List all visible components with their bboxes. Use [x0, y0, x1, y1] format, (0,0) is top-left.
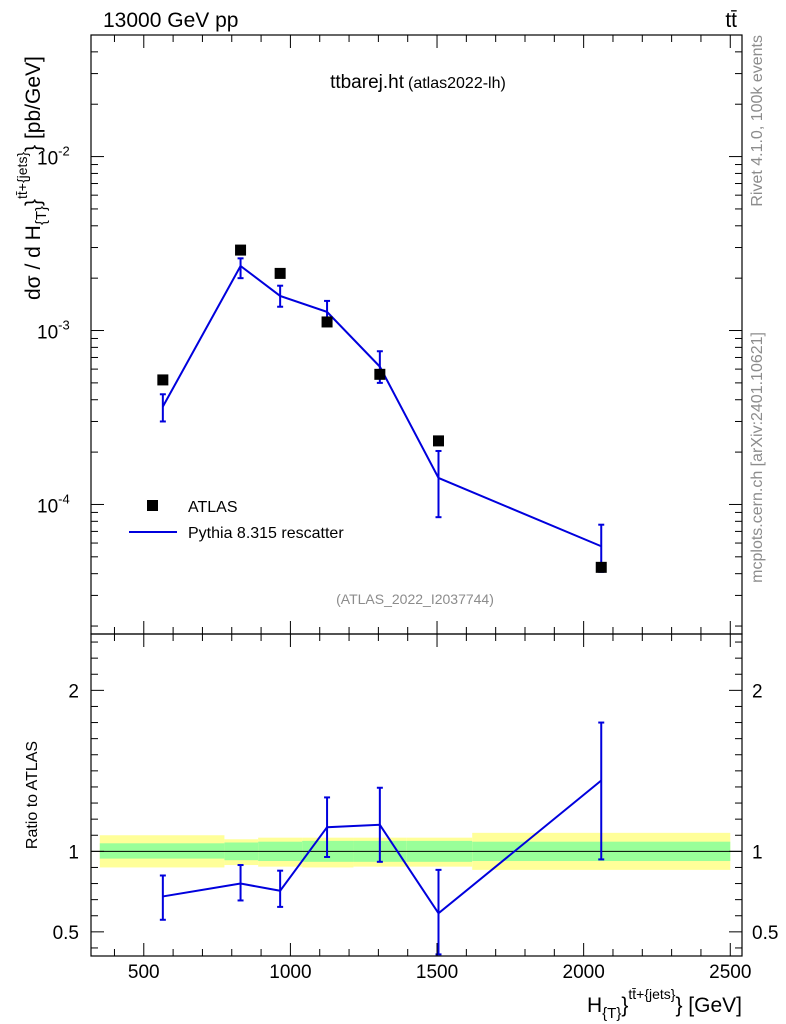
- x-tick-label: 500: [128, 962, 160, 983]
- process-label: tt̄: [725, 9, 737, 32]
- x-axis-label: H{T}}tt̄+{jets}} [GeV]: [587, 986, 742, 1022]
- y-tick-exponent: -3: [58, 318, 70, 333]
- x-tick-label: 1000: [269, 962, 311, 983]
- main-y-label-open: }: [22, 199, 45, 206]
- x-label-main: H: [587, 994, 602, 1017]
- main-plot-panel: 10-210-310-4 ttbarej.ht (atlas2022-lh) (…: [14, 34, 743, 635]
- beam-label: 13000 GeV pp: [103, 9, 238, 32]
- ratio-y-tick-label-right: 2: [752, 681, 763, 702]
- y-tick-exponent: -2: [58, 144, 70, 159]
- y-tick-exponent: -4: [58, 491, 70, 506]
- legend-atlas-marker: [147, 500, 158, 511]
- legend-pythia-label: Pythia 8.315 rescatter: [188, 525, 344, 542]
- main-y-label-sub: {T}: [33, 206, 50, 225]
- main-y-label-unit: } [pb/GeV]: [22, 56, 45, 152]
- main-y-label-sup: tt̄+{jets}: [14, 152, 30, 199]
- atlas-data-point: [157, 374, 169, 386]
- ratio-plot-content: [91, 721, 742, 956]
- rivet-label: Rivet 4.1.0, 100k events: [749, 35, 766, 207]
- main-plot-content: [157, 244, 607, 573]
- x-label-open: }: [621, 994, 628, 1017]
- main-plot-frame: [90, 34, 743, 635]
- x-label-sub: {T}: [602, 1005, 621, 1022]
- analysis-watermark: (ATLAS_2022_I2037744): [336, 591, 494, 607]
- ratio-plot-panel: 500 1000 1500 2000 2500 2 2 1 1 0.5 0.5 Ratio to A…: [24, 633, 778, 1022]
- plot-title: ttbarej.ht: [330, 72, 405, 93]
- ratio-plot-frame: [90, 633, 743, 957]
- main-axis-ticks: 10-210-310-4: [37, 34, 742, 634]
- atlas-data-point: [595, 561, 607, 573]
- legend: ATLAS Pythia 8.315 rescatter: [129, 499, 344, 542]
- ratio-y-tick-label-right: 0.5: [752, 923, 778, 944]
- x-label-unit: } [GeV]: [675, 994, 742, 1017]
- atlas-data-point: [321, 316, 333, 328]
- x-tick-label: 1500: [416, 962, 458, 983]
- atlas-data-point: [432, 435, 444, 447]
- y-tick-label: 10-3: [37, 318, 70, 344]
- x-tick-label: 2000: [563, 962, 605, 983]
- y-tick-label: 10-4: [37, 491, 70, 517]
- plot-subtitle: (atlas2022-lh): [408, 75, 506, 92]
- ratio-y-tick-label-right: 1: [752, 842, 763, 863]
- x-label-sup: tt̄+{jets}: [628, 986, 675, 1002]
- legend-atlas-label: ATLAS: [188, 499, 238, 516]
- ratio-y-tick-label-left: 2: [68, 681, 79, 702]
- x-tick-label: 2500: [709, 962, 751, 983]
- main-y-axis-label: dσ / d H{T}}tt̄+{jets}} [pb/GeV]: [14, 56, 50, 300]
- atlas-data-point: [235, 244, 247, 256]
- mcplots-label: mcplots.cern.ch [arXiv:2401.10621]: [749, 332, 766, 583]
- atlas-data-point: [374, 368, 386, 380]
- ratio-y-tick-label-left: 0.5: [53, 923, 79, 944]
- main-y-label-main: dσ / d H: [22, 225, 45, 300]
- ratio-y-axis-label: Ratio to ATLAS: [24, 741, 41, 849]
- atlas-data-point: [274, 267, 286, 279]
- ratio-axis-ticks: 500 1000 1500 2000 2500 2 2 1 1 0.5 0.5: [53, 634, 778, 983]
- ratio-y-tick-label-left: 1: [68, 842, 79, 863]
